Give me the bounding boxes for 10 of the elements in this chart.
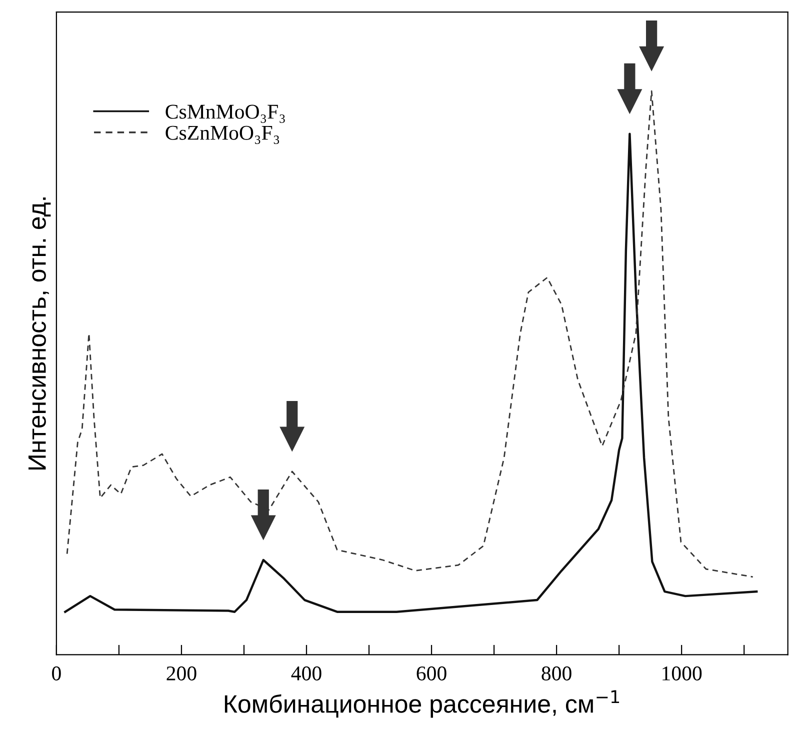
- x-tick-label: 600: [416, 666, 446, 680]
- legend-label: CsZnMoO₃F₃: [166, 126, 280, 144]
- x-tick-label: 0: [52, 666, 61, 680]
- x-axis-title: Комбинационное рассеяние, см$^{−1}$: [224, 690, 620, 718]
- x-tick-label: 400: [291, 666, 322, 680]
- y-axis-title: Интенсивность, отн. ед.: [28, 198, 51, 470]
- x-tick-label: 800: [542, 666, 572, 680]
- x-tick-label: 1000: [662, 666, 702, 680]
- legend-label: CsMnMoO₃F₃: [166, 104, 285, 123]
- x-tick-label: 200: [166, 666, 196, 680]
